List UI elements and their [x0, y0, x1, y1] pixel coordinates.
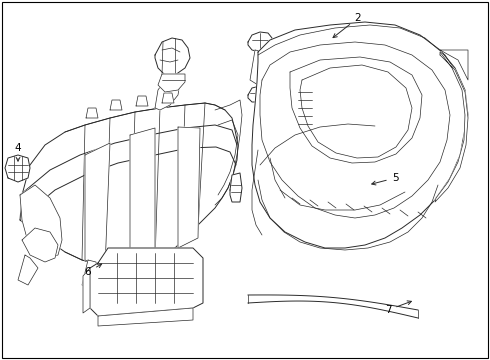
Polygon shape: [435, 52, 468, 202]
Polygon shape: [260, 42, 450, 218]
Polygon shape: [248, 32, 272, 52]
Text: 4: 4: [15, 143, 21, 161]
Polygon shape: [85, 143, 110, 268]
Polygon shape: [440, 50, 468, 80]
Polygon shape: [110, 100, 122, 110]
Polygon shape: [155, 78, 180, 110]
Polygon shape: [20, 185, 62, 258]
Polygon shape: [248, 295, 418, 318]
Polygon shape: [18, 255, 38, 285]
Text: 2: 2: [333, 13, 361, 37]
Polygon shape: [178, 127, 200, 248]
Polygon shape: [115, 268, 128, 292]
Polygon shape: [250, 50, 265, 85]
Polygon shape: [230, 173, 242, 202]
Polygon shape: [155, 38, 190, 75]
Polygon shape: [252, 22, 468, 248]
Polygon shape: [86, 108, 98, 118]
Polygon shape: [130, 128, 155, 268]
Polygon shape: [248, 86, 265, 102]
Polygon shape: [162, 93, 174, 103]
Polygon shape: [83, 268, 90, 313]
Polygon shape: [5, 155, 30, 182]
Polygon shape: [90, 248, 203, 316]
Polygon shape: [82, 260, 98, 290]
Polygon shape: [22, 228, 58, 262]
Text: 5: 5: [372, 173, 398, 185]
Text: 6: 6: [85, 264, 101, 277]
Polygon shape: [20, 103, 238, 268]
Text: 7: 7: [385, 301, 412, 315]
Polygon shape: [158, 74, 185, 92]
Polygon shape: [98, 308, 193, 326]
Polygon shape: [136, 96, 148, 106]
